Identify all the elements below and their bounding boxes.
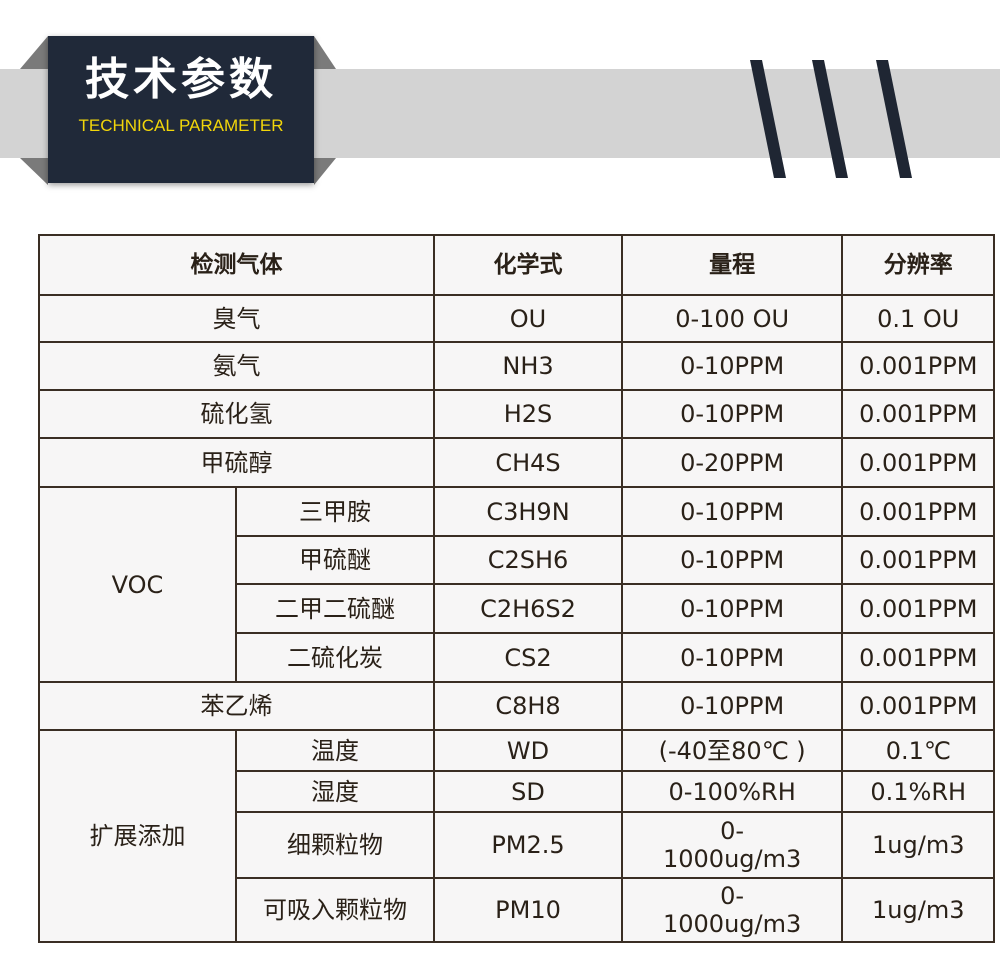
formula-cell: SD	[433, 770, 623, 813]
range-cell: 0-1000ug/m3	[620, 811, 844, 879]
formula-cell: OU	[433, 294, 623, 343]
resolution-cell: 1ug/m3	[841, 811, 996, 879]
table-row: 苯乙烯 C8H8 0-10PPM 0.001PPM	[38, 681, 996, 731]
decorative-stripes	[750, 60, 912, 178]
gas-cell: 细颗粒物	[235, 811, 435, 879]
formula-cell: PM2.5	[433, 811, 623, 879]
table-row: 二硫化炭 CS2 0-10PPM 0.001PPM	[39, 632, 996, 683]
gas-cell: 可吸入颗粒物	[235, 877, 435, 943]
gas-cell: 硫化氢	[38, 389, 435, 439]
table-row: 氨气 NH3 0-10PPM 0.001PPM	[38, 341, 996, 391]
range-cell: 0-100 OU	[620, 294, 844, 343]
gas-cell: 氨气	[38, 341, 435, 391]
gas-cell: 三甲胺	[235, 486, 435, 537]
resolution-cell: 0.001PPM	[841, 583, 996, 634]
resolution-cell: 0.001PPM	[841, 681, 996, 731]
gas-cell: 二甲二硫醚	[235, 583, 435, 634]
resolution-cell: 0.001PPM	[841, 437, 996, 488]
group-cell: 扩展添加	[38, 729, 237, 943]
gas-cell: 二硫化炭	[235, 632, 435, 683]
resolution-cell: 0.001PPM	[841, 389, 996, 439]
formula-cell: C2H6S2	[433, 583, 623, 634]
table-row: 甲硫醚 C2SH6 0-10PPM 0.001PPM	[39, 535, 996, 585]
table-row: 可吸入颗粒物 PM10 0-1000ug/m3 1ug/m3	[39, 877, 996, 943]
gas-cell: 甲硫醇	[38, 437, 435, 488]
parameter-table: 检测气体 化学式 量程 分辨率 臭气 OU 0-100 OU 0.1 OU 氨气 NH3…	[38, 234, 996, 943]
gas-cell: 苯乙烯	[38, 681, 435, 731]
range-cell: 0-20PPM	[620, 437, 844, 488]
range-cell: 0-10PPM	[620, 681, 844, 731]
range-cell: 0-10PPM	[620, 389, 844, 439]
resolution-cell: 0.1 OU	[841, 294, 996, 343]
range-cell: 0-1000ug/m3	[620, 877, 844, 943]
resolution-cell: 0.1℃	[841, 729, 996, 772]
range-cell: (-40至80℃ )	[620, 729, 844, 772]
gas-cell: 温度	[235, 729, 435, 772]
formula-cell: NH3	[433, 341, 623, 391]
table-row: 甲硫醇 CH4S 0-20PPM 0.001PPM	[38, 437, 996, 488]
table-row: 二甲二硫醚 C2H6S2 0-10PPM 0.001PPM	[39, 583, 996, 634]
page-subtitle: TECHNICAL PARAMETER	[78, 116, 284, 135]
column-header: 化学式	[433, 234, 623, 296]
formula-cell: C8H8	[433, 681, 623, 731]
resolution-cell: 1ug/m3	[841, 877, 996, 943]
table-header-row: 检测气体 化学式 量程 分辨率	[38, 234, 996, 296]
table-row: 臭气 OU 0-100 OU 0.1 OU	[38, 294, 996, 343]
table-row: 细颗粒物 PM2.5 0-1000ug/m3 1ug/m3	[39, 811, 996, 879]
column-header: 分辨率	[841, 234, 996, 296]
formula-cell: C2SH6	[433, 535, 623, 585]
range-cell: 0-10PPM	[620, 486, 844, 537]
table-row: VOC 三甲胺 C3H9N 0-10PPM 0.001PPM	[38, 486, 996, 683]
resolution-cell: 0.001PPM	[841, 535, 996, 585]
formula-cell: CH4S	[433, 437, 623, 488]
gas-cell: 甲硫醚	[235, 535, 435, 585]
ribbon-fold	[20, 36, 48, 69]
formula-cell: WD	[433, 729, 623, 772]
table-row: 硫化氢 H2S 0-10PPM 0.001PPM	[38, 389, 996, 439]
page-title: 技术参数	[85, 54, 277, 105]
formula-cell: H2S	[433, 389, 623, 439]
gas-cell: 湿度	[235, 770, 435, 813]
resolution-cell: 0.1%RH	[841, 770, 996, 813]
column-header: 量程	[620, 234, 844, 296]
table-row: 湿度 SD 0-100%RH 0.1%RH	[39, 770, 996, 813]
range-cell: 0-10PPM	[620, 583, 844, 634]
ribbon-fold	[314, 36, 336, 69]
ribbon-fold	[20, 158, 48, 185]
column-header: 检测气体	[38, 234, 435, 296]
formula-cell: PM10	[433, 877, 623, 943]
resolution-cell: 0.001PPM	[841, 486, 996, 537]
range-cell: 0-10PPM	[620, 632, 844, 683]
resolution-cell: 0.001PPM	[841, 632, 996, 683]
table-row: 扩展添加 温度 WD (-40至80℃ ) 0.1℃	[38, 729, 996, 943]
ribbon-fold	[314, 158, 336, 185]
formula-cell: C3H9N	[433, 486, 623, 537]
range-cell: 0-10PPM	[620, 341, 844, 391]
range-cell: 0-100%RH	[620, 770, 844, 813]
gas-cell: 臭气	[38, 294, 435, 343]
resolution-cell: 0.001PPM	[841, 341, 996, 391]
group-cell: VOC	[38, 486, 237, 683]
title-badge: 技术参数 TECHNICAL PARAMETER	[48, 36, 314, 183]
range-cell: 0-10PPM	[620, 535, 844, 585]
formula-cell: CS2	[433, 632, 623, 683]
